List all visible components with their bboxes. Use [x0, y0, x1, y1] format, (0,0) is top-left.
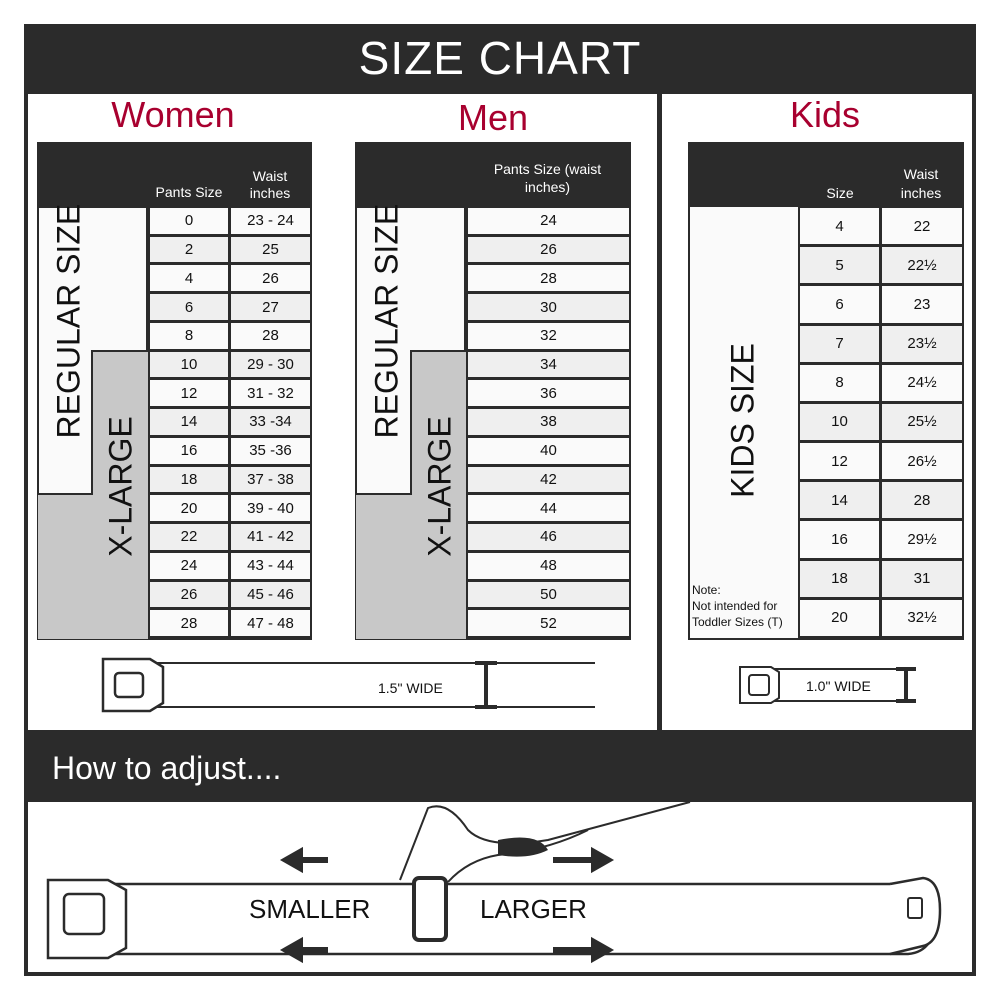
women-pants-size-cell: 18 [150, 466, 228, 493]
kids-waist-cell: 29½ [882, 521, 962, 558]
men-pants-size-cell: 28 [468, 265, 629, 292]
kids-waist-cell: 25½ [882, 403, 962, 441]
men-pants-size-cell: 48 [468, 552, 629, 579]
women-pants-size-cell: 14 [150, 409, 228, 435]
men-pants-size-cell: 46 [468, 524, 629, 550]
kids-waist-cell: 32½ [882, 599, 962, 636]
kids-size-cell: 7 [800, 325, 879, 362]
women-waist-cell: 43 - 44 [231, 552, 310, 579]
men-pants-size-cell: 44 [468, 495, 629, 522]
kids-note-text: Not intended for Toddler Sizes (T) [692, 599, 783, 629]
women-pants-size-cell: 26 [150, 581, 228, 608]
women-pants-size-cell: 10 [150, 351, 228, 378]
women-waist-cell: 35 -36 [231, 437, 310, 464]
men-size-group-shape [356, 207, 466, 639]
men-pants-size-cell: 34 [468, 351, 629, 378]
kids-size-cell: 6 [800, 286, 879, 323]
men-regular-size-label: REGULAR SIZE [368, 203, 405, 439]
women-waist-cell: 47 - 48 [231, 610, 310, 636]
men-col-pants-size: Pants Size (waist inches) [485, 160, 610, 196]
men-pants-size-cell: 32 [468, 322, 629, 349]
kids-size-cell: 4 [800, 208, 879, 245]
men-heading: Men [457, 97, 529, 138]
kids-size-cell: 8 [800, 364, 879, 401]
women-waist-cell: 25 [231, 236, 310, 263]
men-pants-size-cell: 42 [468, 466, 629, 493]
men-xlarge-label: X-LARGE [421, 416, 458, 557]
women-size-group-shape [38, 207, 148, 639]
kids-size-cell: 12 [800, 443, 879, 480]
kids-size-cell: 16 [800, 521, 879, 558]
women-pants-size-cell: 2 [150, 236, 228, 263]
section-divider [657, 92, 662, 732]
kids-waist-cell: 31 [882, 560, 962, 597]
women-waist-cell: 39 - 40 [231, 495, 310, 522]
kids-waist-cell: 24½ [882, 364, 962, 401]
men-pants-size-cell: 40 [468, 437, 629, 464]
women-waist-cell: 27 [231, 294, 310, 320]
page-title: SIZE CHART [358, 32, 642, 84]
adjust-belt-illustration [46, 801, 942, 964]
kids-size-cell: 20 [800, 599, 879, 636]
women-pants-size-cell: 24 [150, 552, 228, 579]
women-waist-cell: 45 - 46 [231, 581, 310, 608]
women-waist-cell: 37 - 38 [231, 466, 310, 493]
kids-col-size: Size [800, 185, 880, 201]
women-waist-cell: 23 - 24 [231, 208, 310, 234]
kids-waist-cell: 23 [882, 286, 962, 323]
women-waist-cell: 28 [231, 322, 310, 349]
adult-belt-illustration [101, 657, 595, 713]
women-pants-size-cell: 12 [150, 380, 228, 407]
kids-waist-cell: 23½ [882, 325, 962, 362]
women-pants-size-cell: 16 [150, 437, 228, 464]
men-pants-size-cell: 26 [468, 236, 629, 263]
men-pants-size-cell: 30 [468, 294, 629, 320]
adult-belt-width: 1.5" WIDE [378, 680, 443, 696]
women-pants-size-cell: 22 [150, 524, 228, 550]
kids-size-cell: 18 [800, 560, 879, 597]
women-waist-cell: 31 - 32 [231, 380, 310, 407]
women-regular-size-label: REGULAR SIZE [50, 203, 87, 439]
women-waist-cell: 33 -34 [231, 409, 310, 435]
kids-heading: Kids [789, 94, 861, 135]
women-pants-size-cell: 20 [150, 495, 228, 522]
kids-waist-cell: 22 [882, 208, 962, 245]
kids-size-cell: 10 [800, 403, 879, 441]
women-waist-cell: 26 [231, 265, 310, 292]
adjust-heading: How to adjust.... [52, 750, 282, 786]
kids-note: Note: Not intended for Toddler Sizes (T) [692, 582, 796, 630]
kids-size-label: KIDS SIZE [724, 343, 761, 498]
kids-belt-illustration [739, 666, 916, 704]
men-pants-size-cell: 36 [468, 380, 629, 407]
women-col-waist: Waist inches [240, 168, 300, 202]
women-pants-size-cell: 4 [150, 265, 228, 292]
men-pants-size-cell: 24 [468, 208, 629, 234]
smaller-label: SMALLER [249, 894, 371, 924]
kids-label-column [690, 207, 798, 638]
women-pants-size-cell: 28 [150, 610, 228, 636]
women-pants-size-cell: 0 [150, 208, 228, 234]
kids-note-title: Note: [692, 583, 721, 597]
kids-waist-cell: 28 [882, 482, 962, 519]
kids-belt-width: 1.0" WIDE [806, 678, 871, 694]
kids-size-cell: 14 [800, 482, 879, 519]
men-pants-size-cell: 38 [468, 409, 629, 435]
men-pants-size-cell: 52 [468, 610, 629, 636]
women-waist-cell: 29 - 30 [231, 351, 310, 378]
women-xlarge-label: X-LARGE [102, 416, 139, 557]
kids-waist-cell: 26½ [882, 443, 962, 480]
women-waist-cell: 41 - 42 [231, 524, 310, 550]
larger-label: LARGER [480, 894, 587, 924]
women-heading: Women [111, 94, 235, 135]
kids-col-waist: Waist inches [892, 165, 950, 203]
kids-waist-cell: 22½ [882, 247, 962, 284]
women-col-pants-size: Pants Size [150, 184, 228, 200]
kids-size-cell: 5 [800, 247, 879, 284]
men-pants-size-cell: 50 [468, 581, 629, 608]
women-pants-size-cell: 6 [150, 294, 228, 320]
women-pants-size-cell: 8 [150, 322, 228, 349]
